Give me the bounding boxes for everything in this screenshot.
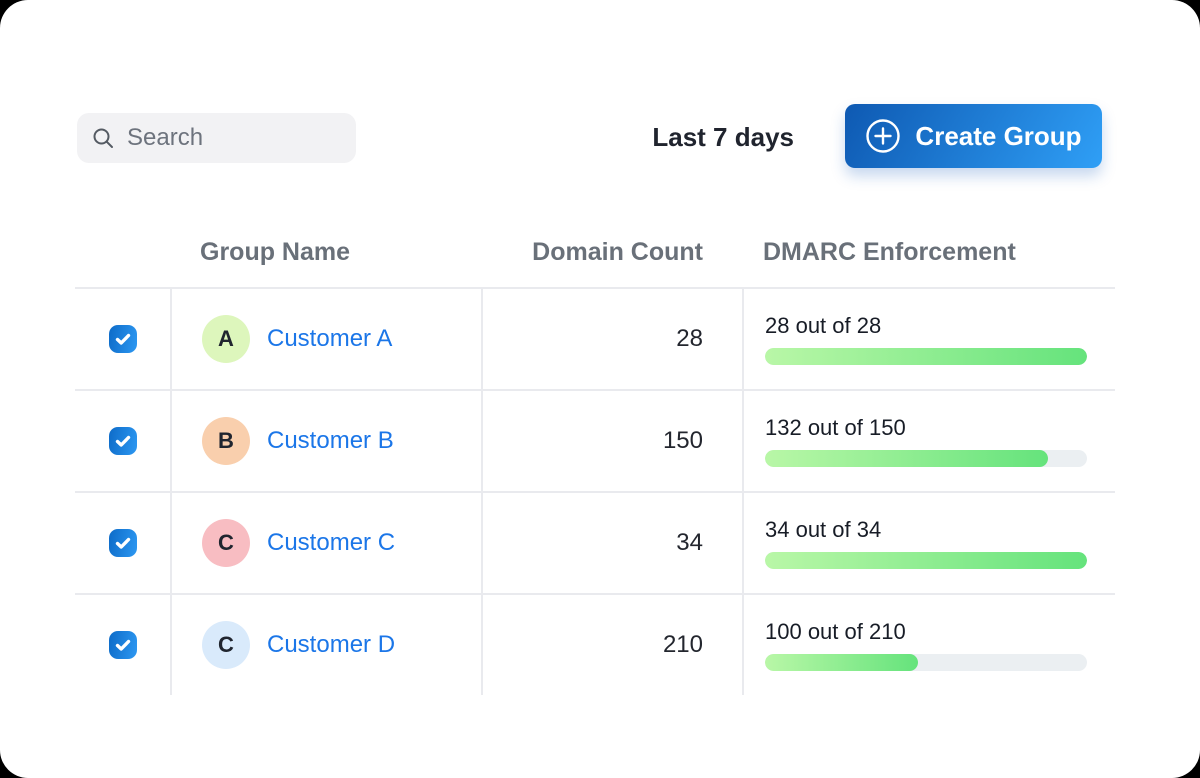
group-name-link[interactable]: Customer B [267,427,394,455]
enforcement-progress-fill [765,552,1087,569]
enforcement-label: 100 out of 210 [765,619,1087,645]
avatar: B [202,417,250,465]
avatar-letter: B [218,428,234,454]
search-icon [91,126,115,150]
row-checkbox-checked[interactable] [109,427,137,455]
row-checkbox-checked[interactable] [109,529,137,557]
checkbox-cell [75,289,170,389]
dmarc-enforcement-cell: 132 out of 150 [742,391,1115,491]
checkmark-icon [114,330,132,348]
dmarc-enforcement-cell: 34 out of 34 [742,493,1115,593]
group-name-cell: C Customer C [170,493,481,593]
table-row: B Customer B 150 132 out of 150 [75,391,1115,493]
checkmark-icon [114,636,132,654]
checkbox-cell [75,391,170,491]
group-name-link[interactable]: Customer C [267,529,395,557]
dmarc-enforcement-cell: 100 out of 210 [742,595,1115,695]
search-box[interactable] [77,113,356,163]
domain-count-cell: 150 [481,391,742,491]
enforcement-progress-fill [765,348,1087,365]
row-checkbox-checked[interactable] [109,631,137,659]
group-name-cell: B Customer B [170,391,481,491]
checkbox-cell [75,493,170,593]
domain-count-value: 210 [663,631,703,659]
avatar-letter: A [218,326,234,352]
domain-count-cell: 210 [481,595,742,695]
domain-count-cell: 28 [481,289,742,389]
domain-count-value: 150 [663,427,703,455]
domain-count-value: 34 [676,529,703,557]
enforcement-label: 28 out of 28 [765,313,1087,339]
table-row: C Customer D 210 100 out of 210 [75,595,1115,695]
table-row: C Customer C 34 34 out of 34 [75,493,1115,595]
enforcement-progress-track [765,654,1087,671]
dmarc-enforcement-cell: 28 out of 28 [742,289,1115,389]
checkmark-icon [114,534,132,552]
enforcement-progress-track [765,348,1087,365]
enforcement-progress-track [765,552,1087,569]
avatar: C [202,519,250,567]
enforcement-progress-fill [765,450,1048,467]
domain-count-cell: 34 [481,493,742,593]
create-group-button[interactable]: Create Group [845,104,1102,168]
group-name-link[interactable]: Customer A [267,325,392,353]
table-header-row: Group Name Domain Count DMARC Enforcemen… [75,218,1115,289]
enforcement-label: 34 out of 34 [765,517,1087,543]
checkbox-cell [75,595,170,695]
groups-table: Group Name Domain Count DMARC Enforcemen… [75,218,1115,695]
avatar: C [202,621,250,669]
domain-count-value: 28 [676,325,703,353]
plus-circle-icon [865,118,901,154]
table-body: A Customer A 28 28 out of 28 B Cus [75,289,1115,695]
enforcement-progress-track [765,450,1087,467]
group-name-cell: C Customer D [170,595,481,695]
date-range-label: Last 7 days [652,122,794,153]
column-header-domain-count: Domain Count [481,238,742,267]
column-header-dmarc-enforcement: DMARC Enforcement [742,238,1115,267]
checkmark-icon [114,432,132,450]
avatar: A [202,315,250,363]
search-input[interactable] [125,123,342,153]
group-name-cell: A Customer A [170,289,481,389]
enforcement-label: 132 out of 150 [765,415,1087,441]
table-row: A Customer A 28 28 out of 28 [75,289,1115,391]
row-checkbox-checked[interactable] [109,325,137,353]
avatar-letter: C [218,632,234,658]
avatar-letter: C [218,530,234,556]
enforcement-progress-fill [765,654,918,671]
create-group-label: Create Group [915,121,1081,152]
column-header-group-name: Group Name [170,238,481,267]
dashboard-card: Last 7 days Create Group Group Name Doma… [0,0,1200,778]
group-name-link[interactable]: Customer D [267,631,395,659]
